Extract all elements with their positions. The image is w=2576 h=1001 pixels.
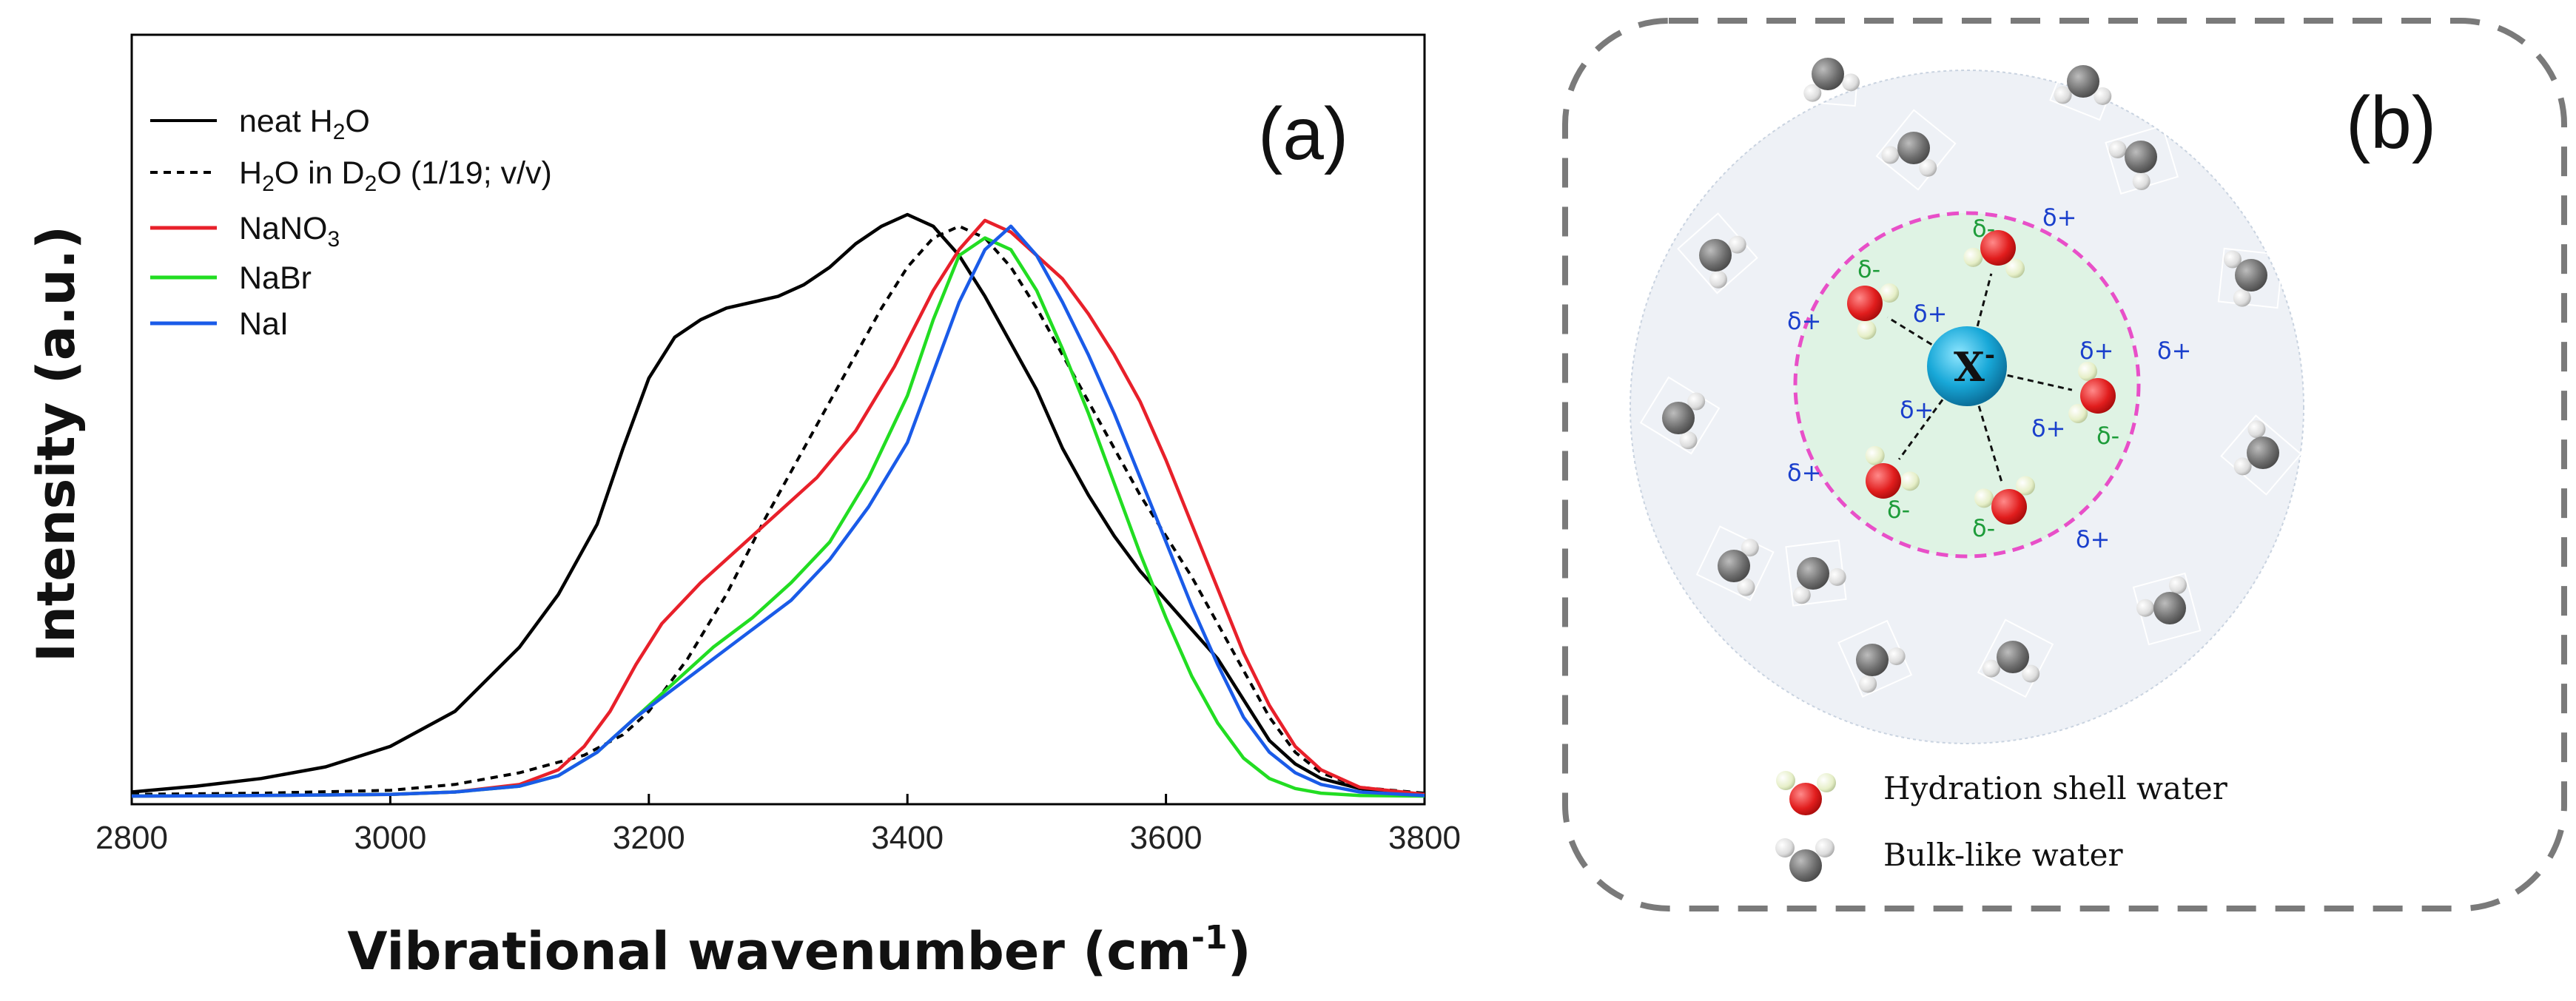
y-axis-label: Intensity (a.u.)	[26, 226, 87, 662]
hydrogen-bond	[1966, 365, 2073, 391]
series-layer	[131, 212, 1425, 798]
delta-minus-label: δ-	[1887, 496, 1910, 524]
delta-plus-label: δ+	[2031, 414, 2065, 442]
x-axis-ticks: 2800 3000 3200 3400 3600 3800	[95, 794, 1461, 856]
x-tick-label: 3400	[871, 820, 944, 856]
schematic-legend: Hydration shell water Bulk-like water	[1775, 770, 2228, 882]
shell-water-molecule	[1974, 476, 2036, 525]
delta-minus-label: δ-	[1857, 255, 1880, 283]
x-tick-label: 3600	[1130, 820, 1203, 856]
hydrogen-bond	[1897, 365, 1968, 460]
delta-plus-label: δ+	[2157, 337, 2191, 365]
anion-label: X-	[1954, 340, 1995, 391]
bulk-water-molecule	[1695, 525, 1775, 601]
spectrum-chart: 2800 3000 3200 3400 3600 3800 neat H2O H2O in…	[26, 33, 1461, 982]
delta-minus-label: δ-	[2096, 422, 2119, 450]
series-line-neat-h2o	[131, 212, 1425, 796]
shell-water-molecule	[1963, 230, 2025, 278]
delta-minus-label: δ-	[1972, 514, 1995, 542]
bulk-water-molecule	[1837, 619, 1913, 698]
legend: neat H2O H2O in D2O (1/19; v/v) NaNO3 Na…	[150, 104, 552, 342]
shell-water-molecule	[2068, 361, 2116, 423]
shell-water-molecules	[1847, 230, 2116, 525]
bulk-water-molecule	[1800, 41, 1861, 107]
bulk-water-molecule	[1977, 619, 2054, 698]
delta-plus-label: δ+	[2079, 337, 2113, 365]
legend-label-nano3: NaNO3	[239, 211, 340, 252]
bulk-water-molecule	[1677, 212, 1758, 294]
x-tick-label: 3800	[1388, 820, 1461, 856]
bulk-water-molecule	[1875, 109, 1957, 191]
anion-sphere	[1927, 326, 2007, 406]
panel-label-a: (a)	[1258, 92, 1348, 175]
series-line-h2o-in-d2o-1-19-v-v-	[131, 224, 1425, 796]
bulk-water-molecule	[2049, 44, 2123, 121]
shell-water-molecule	[1847, 283, 1900, 340]
delta-plus-label: δ+	[1900, 396, 1934, 424]
legend-bulk-like-water: Bulk-like water	[1883, 837, 2123, 873]
shell-water-molecule	[1865, 445, 1920, 499]
hydration-water-key-icon	[1776, 771, 1836, 815]
x-tick-label: 3000	[354, 820, 426, 856]
x-tick-label: 2800	[95, 820, 168, 856]
series-line-nai	[131, 224, 1425, 798]
legend-label-neat-h2o: neat H2O	[239, 104, 370, 144]
delta-plus-label: δ+	[1913, 300, 1947, 328]
x-tick-label: 3200	[613, 820, 685, 856]
delta-plus-label: δ+	[1787, 459, 1821, 487]
legend-label-h2o-in-d2o: H2O in D2O (1/19; v/v)	[239, 155, 552, 196]
legend-label-nai: NaI	[239, 306, 289, 342]
bulk-water-molecules	[1639, 41, 2302, 698]
delta-plus-label: δ+	[1787, 307, 1821, 335]
legend-hydration-shell-water: Hydration shell water	[1883, 770, 2228, 806]
plot-frame	[130, 33, 1426, 806]
bulk-water-molecule	[2132, 572, 2202, 646]
delta-plus-label: δ+	[2042, 203, 2076, 232]
series-line-nano3	[131, 218, 1425, 798]
partial-charge-labels: δ-δ+ δ-δ+ δ+ δ+ δ+ δ-δ+ δ+ δ-δ+ δ-δ+	[1787, 203, 2191, 553]
bulk-water-key-icon	[1775, 838, 1835, 882]
x-axis-label: Vibrational wavenumber (cm-1)	[347, 919, 1251, 982]
hydration-schematic: (b) X- δ-δ+ δ-δ+ δ+ δ+ δ+ δ-δ+ δ+ δ-δ+ δ-δ+ Hydr…	[1562, 18, 2567, 911]
bulk-water-molecule	[2217, 247, 2284, 309]
legend-label-nabr: NaBr	[239, 260, 312, 296]
delta-minus-label: δ-	[1972, 215, 1995, 243]
panel-label-b: (b)	[2346, 81, 2436, 164]
bulk-water-molecule	[2105, 124, 2179, 195]
delta-plus-label: δ+	[2076, 525, 2110, 553]
bulk-water-molecule	[1785, 539, 1847, 607]
bulk-water-molecule	[1639, 376, 1721, 455]
bulk-water-molecule	[2220, 414, 2302, 496]
